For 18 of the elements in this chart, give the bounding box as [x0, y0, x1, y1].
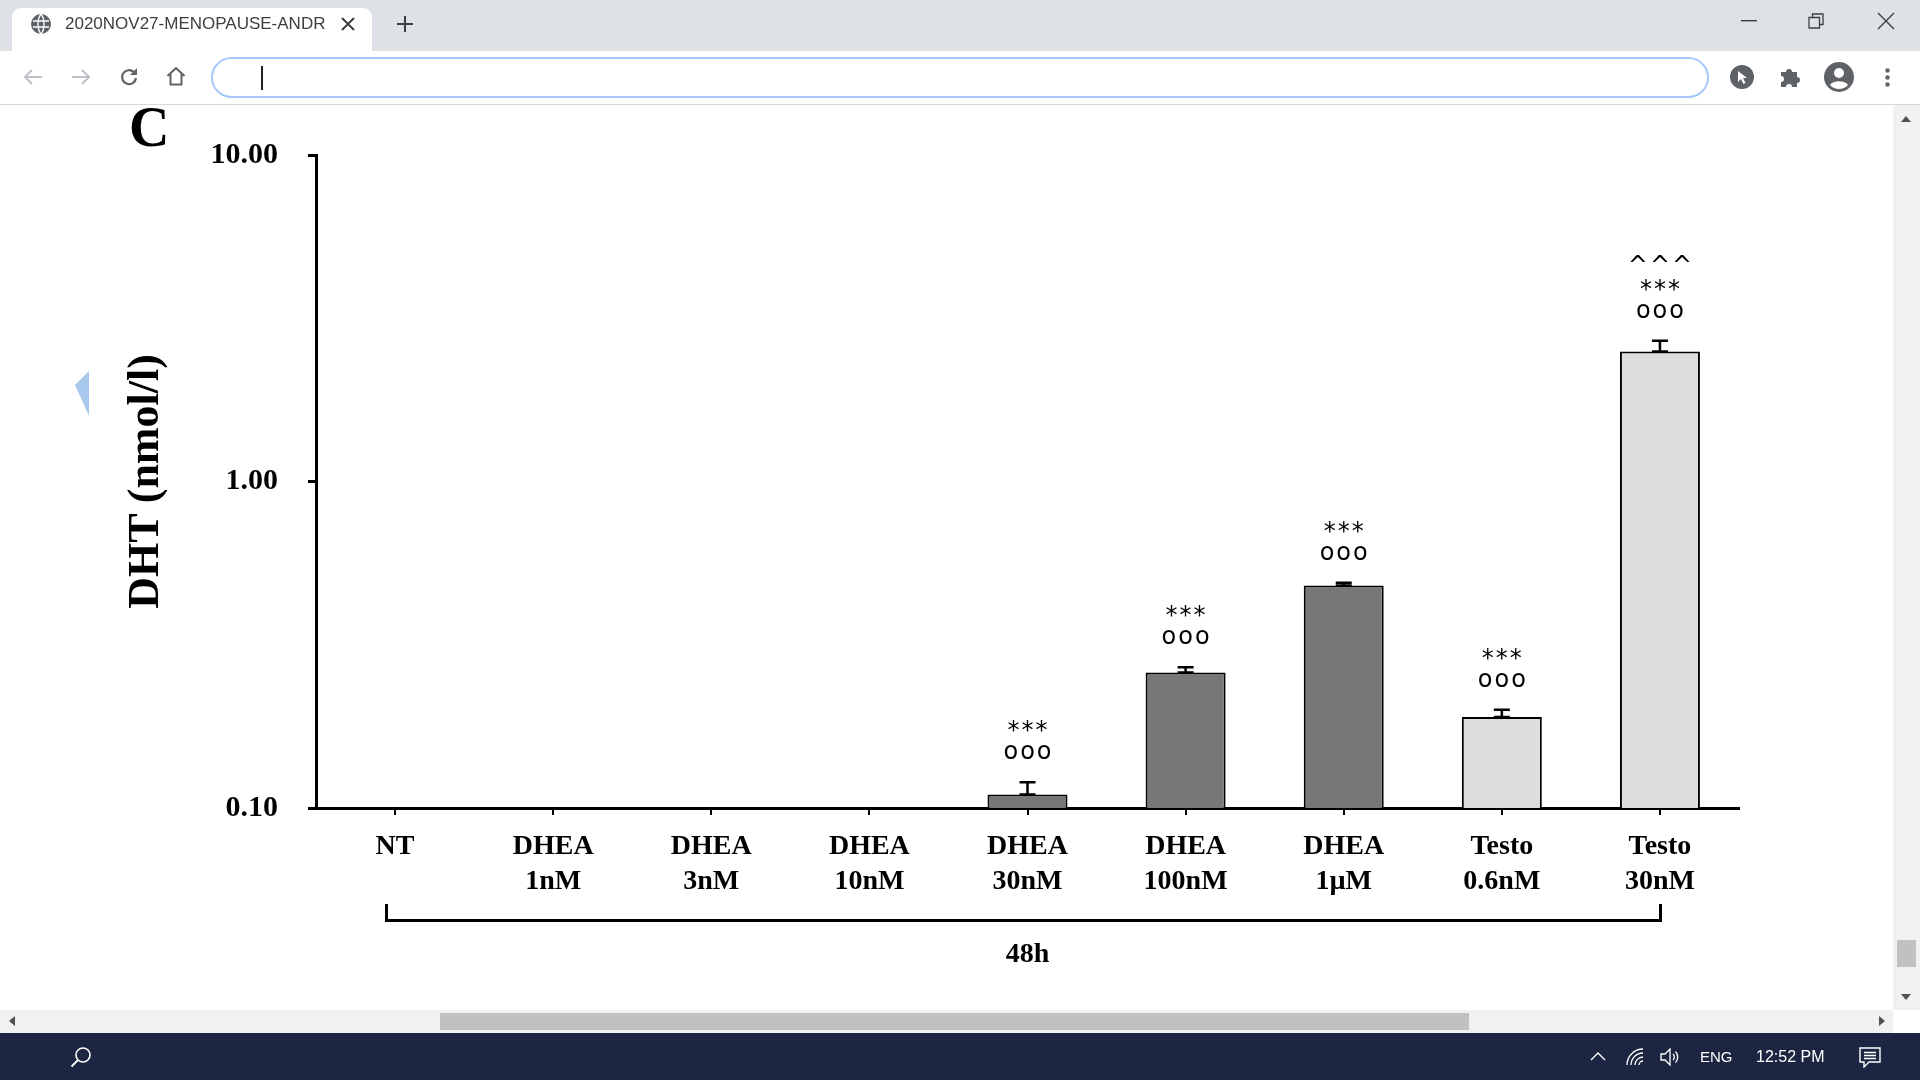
text: C [129, 96, 170, 158]
x-tick-label: DHEA 30nM [987, 828, 1069, 895]
y-tick-label: 1.00 [225, 462, 278, 496]
text: 12:52 PM [1756, 1047, 1825, 1067]
x-tick-label: Testo 30nM [1624, 828, 1695, 895]
y-axis-title: DHT (nmol/l) [118, 354, 168, 609]
text: 2020NOV27-MENOPAUSE-ANDR [65, 13, 326, 35]
x-tick-label: DHEA 3nM [670, 828, 753, 895]
x-tick-label: NT [375, 828, 415, 860]
x-axis-title: 48h [1005, 937, 1050, 969]
x-tick-label: DHEA 1nM [512, 828, 595, 895]
y-tick-label: 0.10 [225, 788, 278, 822]
y-tick-label: 10.00 [210, 135, 278, 169]
text: ENG [1700, 1047, 1733, 1067]
x-tick-label: DHEA 10nM [828, 828, 911, 895]
x-tick-label: DHEA 100nM [1143, 828, 1228, 895]
x-tick-label: Testo 0.6nM [1463, 828, 1541, 895]
x-tick-label: DHEA 1µM [1303, 828, 1385, 895]
